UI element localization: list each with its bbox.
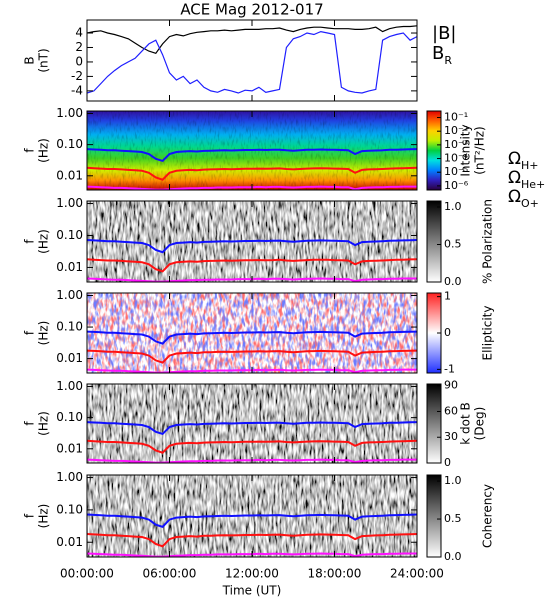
- x-tick-label: 18:00:00: [308, 567, 362, 581]
- colorbar: [426, 200, 442, 283]
- x-tick-label: 00:00:00: [60, 567, 114, 581]
- colorbar-tick-label: 30: [444, 430, 458, 443]
- y-tick-label: -2: [71, 69, 83, 83]
- plot-area: [87, 25, 417, 94]
- plot-area: [87, 293, 417, 373]
- series-line: [87, 349, 417, 364]
- colorbar-label: (nT²/Hz): [473, 126, 487, 174]
- y-tick-label: 0.01: [56, 535, 83, 549]
- colorbar-label: Ellipticity: [481, 306, 495, 361]
- y-tick-label: 1.00: [56, 106, 83, 120]
- plot-area: [87, 475, 417, 557]
- colorbar-tick-label: 10⁻⁴: [444, 152, 469, 165]
- series-line: [87, 258, 417, 273]
- series-line: [87, 148, 417, 163]
- colorbar-label: Coherency: [481, 484, 495, 548]
- y-axis-label: (nT): [37, 48, 51, 72]
- colorbar-label: k dot B: [459, 402, 473, 444]
- series-line: [87, 239, 417, 254]
- y-tick-label: 1.00: [56, 196, 83, 210]
- series-line: [87, 533, 417, 548]
- y-tick-label: 1.00: [56, 379, 83, 393]
- plot-area: [87, 111, 417, 190]
- plot-area: [87, 384, 417, 463]
- y-axis-label: f: [23, 239, 37, 244]
- x-tick-label: 24:00:00: [390, 567, 444, 581]
- y-axis-label: f: [23, 513, 37, 518]
- colorbar-tick-label: 10⁻¹: [444, 111, 468, 124]
- legend-label: BR: [432, 43, 452, 67]
- colorbar-tick-label: 10⁻⁵: [444, 165, 468, 178]
- y-tick-label: 0.01: [56, 168, 83, 182]
- series-line: [87, 513, 417, 528]
- colorbar-tick-label: 10⁻³: [444, 138, 468, 151]
- y-tick-label: 0.10: [56, 320, 83, 334]
- series-line: [87, 30, 417, 94]
- legend-label: |B|: [432, 23, 456, 44]
- colorbar-tick-label: 0.5: [444, 512, 462, 525]
- colorbar-tick-label: 0.5: [444, 238, 462, 251]
- series-line: [87, 330, 417, 345]
- y-axis-label: f: [23, 421, 37, 426]
- series-line: [87, 166, 417, 181]
- y-tick-label: 2: [75, 40, 83, 54]
- y-tick-label: 0.01: [56, 441, 83, 455]
- y-axis-label: f: [23, 330, 37, 335]
- colorbar-tick-label: 0.0: [444, 550, 462, 563]
- frame: [86, 19, 418, 102]
- y-tick-label: 0.10: [56, 410, 83, 424]
- colorbar: [426, 474, 442, 558]
- y-tick-label: 4: [75, 26, 83, 40]
- y-tick-label: 1.00: [56, 288, 83, 302]
- x-tick-label: 06:00:00: [143, 567, 197, 581]
- colorbar-label: (Deg): [473, 407, 487, 441]
- y-axis-label: (Hz): [37, 321, 51, 346]
- series-line: [87, 421, 417, 436]
- y-axis-label: (Hz): [37, 229, 51, 254]
- colorbar-label: % Polarization: [481, 199, 495, 284]
- chart-title: ACE Mag 2012-017: [180, 1, 323, 19]
- colorbar-tick-label: 0: [444, 456, 451, 469]
- colorbar-tick-label: 0: [444, 326, 451, 339]
- colorbar-tick-label: 1.0: [444, 200, 462, 213]
- colorbar-tick-label: 1: [444, 290, 451, 303]
- y-tick-label: 0.01: [56, 351, 83, 365]
- colorbar-tick-label: 60: [444, 404, 458, 417]
- series-line: [87, 439, 417, 454]
- colorbar-tick-label: 90: [444, 379, 458, 392]
- y-tick-label: 1.00: [56, 470, 83, 484]
- y-axis-label: B: [23, 56, 37, 64]
- series-line: [87, 25, 417, 55]
- y-axis-label: (Hz): [37, 411, 51, 436]
- colorbar-tick-label: 10⁻²: [444, 124, 468, 137]
- colorbar: [426, 110, 442, 191]
- colorbar-tick-label: 10⁻⁶: [444, 179, 469, 192]
- y-tick-label: 0.01: [56, 260, 83, 274]
- colorbar-tick-label: 1.0: [444, 474, 462, 487]
- colorbar-tick-label: -1: [444, 362, 455, 375]
- y-axis-label: (Hz): [37, 504, 51, 529]
- plot-area: [87, 201, 417, 282]
- colorbar-tick-label: 0.0: [444, 275, 462, 288]
- y-tick-label: 0.10: [56, 228, 83, 242]
- colorbar: [426, 383, 442, 464]
- x-tick-label: 12:00:00: [225, 567, 279, 581]
- y-axis-label: (Hz): [37, 138, 51, 163]
- y-tick-label: -4: [71, 83, 83, 97]
- x-axis-label: Time (UT): [222, 584, 282, 598]
- y-axis-label: f: [23, 148, 37, 153]
- y-tick-label: 0: [75, 54, 83, 68]
- colorbar-label: Intensity: [459, 124, 473, 176]
- y-tick-label: 0.10: [56, 137, 83, 151]
- y-tick-label: 0.10: [56, 502, 83, 516]
